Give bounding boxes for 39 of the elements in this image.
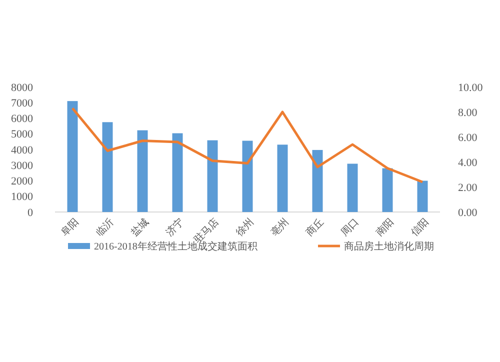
y-tick-label: 7000: [11, 97, 34, 110]
x-tick-label: 南阳: [373, 216, 396, 239]
legend-label: 商品房土地消化周期: [344, 240, 434, 252]
x-tick-label: 商丘: [303, 216, 326, 239]
y2-tick-label: 6.00: [458, 132, 478, 144]
legend-label: 2016-2018年经营性土地成交建筑面积: [94, 240, 258, 252]
bar: [207, 140, 218, 212]
y-tick-label: 3000: [11, 160, 34, 172]
x-tick-label: 临沂: [93, 216, 116, 239]
y2-tick-label: 10.00: [458, 82, 484, 94]
y-tick-label: 8000: [11, 82, 34, 94]
bar: [312, 150, 323, 212]
y-tick-label: 1000: [11, 191, 34, 204]
bar: [382, 168, 393, 212]
bar: [102, 122, 113, 212]
y-tick-label: 6000: [11, 113, 34, 126]
y-tick-label: 5000: [11, 128, 34, 141]
bar: [347, 164, 358, 212]
bar: [417, 180, 428, 212]
x-tick-label: 周口: [339, 216, 362, 239]
x-tick-label: 盐城: [128, 216, 152, 239]
x-tick-label: 信阳: [408, 216, 432, 239]
x-tick-label: 济宁: [163, 216, 186, 239]
x-tick-label: 亳州: [268, 216, 292, 239]
bar: [137, 130, 148, 212]
y2-tick-label: 0.00: [458, 206, 478, 219]
bar: [67, 101, 78, 212]
bar: [172, 133, 183, 212]
bar: [242, 140, 253, 212]
y-tick-label: 0: [28, 206, 34, 219]
x-tick-label: 徐州: [233, 216, 256, 239]
y2-tick-label: 8.00: [458, 106, 478, 119]
line-series: [71, 107, 424, 184]
x-tick-label: 阜阳: [58, 216, 82, 239]
y-tick-label: 2000: [11, 176, 34, 188]
y2-tick-label: 4.00: [458, 156, 478, 169]
y2-tick-label: 2.00: [458, 182, 478, 194]
y-tick-label: 4000: [11, 144, 34, 156]
bar: [277, 144, 288, 212]
